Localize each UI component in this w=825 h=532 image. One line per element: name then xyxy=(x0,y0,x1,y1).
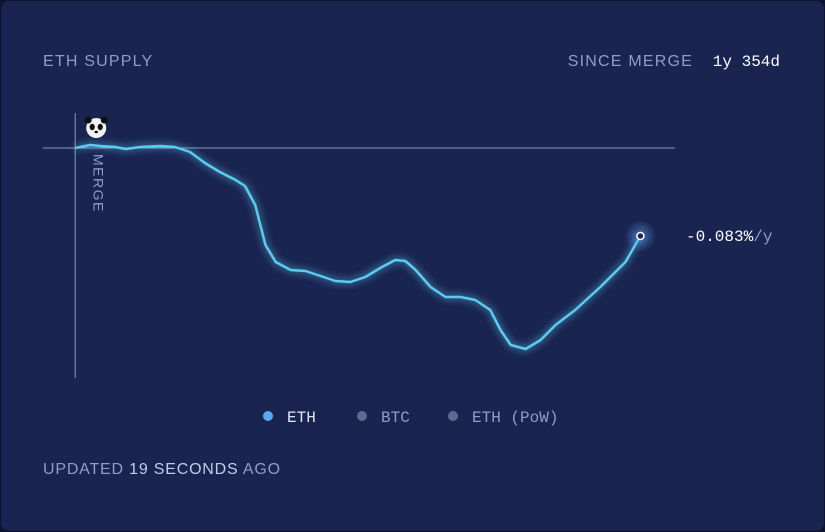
period-value: 1y 354d xyxy=(713,53,780,71)
footer-suffix: AGO xyxy=(243,461,281,478)
plot: MERGE ETH BTC ETH (PoW) xyxy=(43,113,675,427)
legend-dot xyxy=(357,411,367,421)
supply-line xyxy=(74,143,642,351)
footer-age: 19 SECONDS xyxy=(129,461,238,478)
legend-label: ETH (PoW) xyxy=(472,409,558,427)
panda-nose xyxy=(94,130,99,134)
legend-dot xyxy=(263,411,273,421)
rate-value: -0.083% xyxy=(686,228,754,246)
end-point xyxy=(636,231,645,241)
legend-dot xyxy=(448,411,458,421)
panda-face xyxy=(86,118,107,138)
rate-unit: /y xyxy=(753,228,773,246)
legend-label: BTC xyxy=(381,409,410,427)
panda-icon xyxy=(84,116,108,138)
panda-ear xyxy=(84,116,92,124)
legend-label: ETH xyxy=(287,409,316,427)
footer: UPDATED 19 SECONDS AGO xyxy=(43,461,281,478)
merge-label: MERGE xyxy=(91,154,107,213)
rate-label: -0.083%/y xyxy=(686,228,773,246)
panda-eye xyxy=(89,123,95,131)
period-label: SINCE MERGE xyxy=(568,53,693,70)
footer-prefix: UPDATED xyxy=(43,461,124,478)
panda-ear xyxy=(100,116,108,124)
panda-eye xyxy=(97,123,103,131)
chart-title: ETH SUPPLY xyxy=(43,53,153,70)
